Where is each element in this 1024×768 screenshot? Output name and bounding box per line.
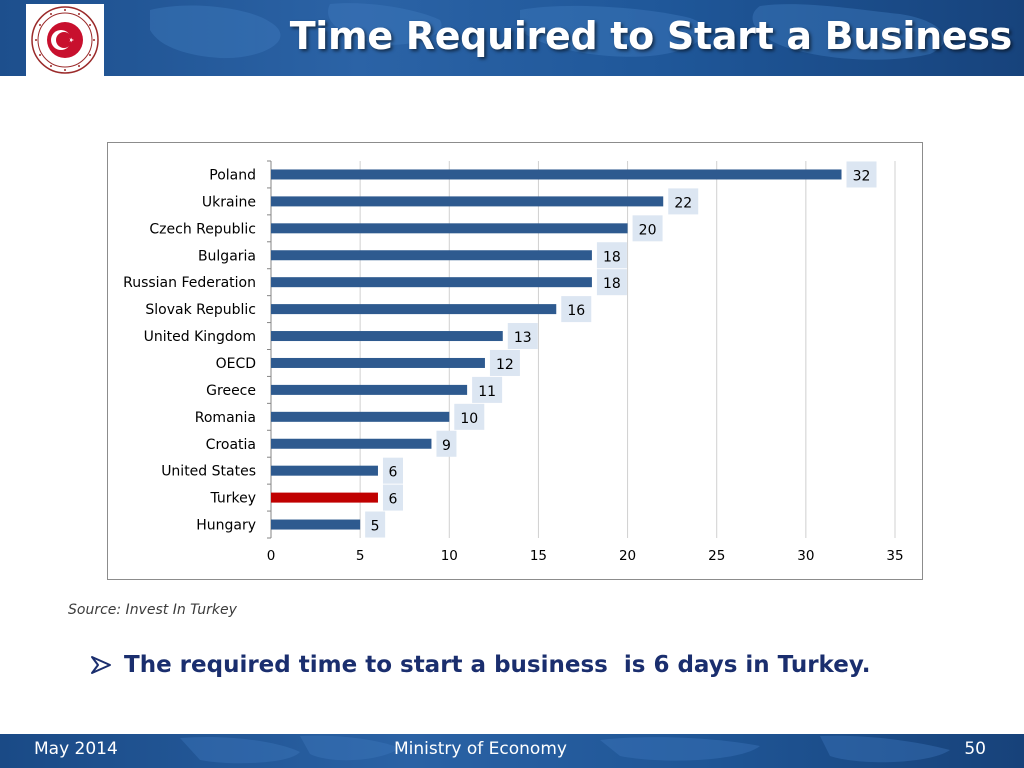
- footer-date: May 2014: [34, 739, 118, 759]
- value-label-box: [365, 511, 386, 538]
- ministry-seal-icon: [31, 6, 99, 74]
- value-label: 22: [674, 195, 692, 211]
- category-label: Croatia: [206, 437, 256, 453]
- bar: [271, 465, 378, 476]
- category-label: United Kingdom: [144, 329, 256, 345]
- value-label-box: [846, 161, 877, 188]
- category-label: Russian Federation: [123, 275, 256, 291]
- value-label: 12: [496, 357, 514, 373]
- value-label: 18: [603, 249, 621, 265]
- x-tick-label: 15: [530, 548, 547, 564]
- category-label: Bulgaria: [198, 248, 256, 264]
- bar-chart: 0 5 10 15 20 25 30 35 Poland 32 Ukraine 22 Czech Rep…: [107, 142, 923, 580]
- footer-bar: May 2014 Ministry of Economy 50: [0, 734, 1024, 768]
- chart-canvas: 0 5 10 15 20 25 30 35 Poland 32 Ukraine 22 Czech Rep…: [123, 160, 904, 564]
- category-label: Czech Republic: [149, 221, 256, 237]
- value-label: 13: [514, 330, 532, 346]
- bar: [271, 519, 361, 530]
- bar: [271, 357, 485, 368]
- value-label-box: [507, 323, 538, 350]
- category-label: Turkey: [209, 491, 256, 507]
- value-label-box: [382, 457, 403, 484]
- value-label-box: [632, 215, 663, 242]
- bar: [271, 223, 628, 234]
- value-label-box: [489, 349, 520, 376]
- title-bar: Time Required to Start a Business: [0, 0, 1024, 76]
- value-label: 11: [478, 384, 496, 400]
- bar: [271, 331, 503, 342]
- key-statement: The required time to start a business is…: [90, 652, 870, 678]
- value-label: 20: [639, 222, 657, 238]
- source-note: Source: Invest In Turkey: [68, 602, 237, 618]
- value-label: 6: [389, 492, 398, 508]
- arrow-bullet-icon: [91, 656, 111, 674]
- footer-organization: Ministry of Economy: [394, 739, 567, 759]
- value-label-box: [382, 484, 403, 511]
- value-label: 6: [389, 465, 398, 481]
- value-label: 9: [442, 438, 451, 454]
- value-label: 5: [371, 519, 380, 535]
- value-label-box: [596, 242, 627, 269]
- category-label: Ukraine: [202, 194, 256, 210]
- bar: [271, 250, 592, 261]
- bar: [271, 196, 664, 207]
- category-label: Greece: [206, 383, 256, 399]
- bar: [271, 438, 432, 449]
- x-tick-label: 30: [797, 548, 814, 564]
- bar: [271, 411, 450, 422]
- value-label-box: [454, 403, 485, 430]
- value-label: 32: [853, 168, 871, 184]
- category-label: Poland: [209, 167, 256, 183]
- world-map-background: [150, 3, 945, 60]
- value-label: 10: [460, 411, 478, 427]
- bar: [271, 384, 468, 395]
- category-label: Slovak Republic: [145, 302, 256, 318]
- x-tick-label: 5: [356, 548, 365, 564]
- value-label: 18: [603, 276, 621, 292]
- statement-text: The required time to start a business is…: [124, 652, 871, 678]
- bar: [271, 169, 842, 180]
- world-map-background: [180, 735, 950, 764]
- value-label-box: [472, 376, 503, 403]
- category-label: United States: [161, 464, 256, 480]
- x-tick-label: 25: [708, 548, 725, 564]
- x-tick-label: 20: [619, 548, 636, 564]
- category-label: OECD: [216, 356, 256, 372]
- value-label-box: [561, 296, 592, 323]
- value-label: 16: [567, 303, 585, 319]
- bar: [271, 304, 557, 315]
- bar-highlighted: [271, 492, 378, 503]
- page-number: 50: [964, 739, 986, 759]
- value-label-box: [596, 269, 627, 296]
- logo: [26, 4, 104, 76]
- x-tick-label: 0: [267, 548, 276, 564]
- x-tick-label: 35: [886, 548, 903, 564]
- x-tick-label: 10: [441, 548, 458, 564]
- category-label: Romania: [195, 410, 256, 426]
- page-title: Time Required to Start a Business: [289, 14, 1013, 58]
- value-label-box: [436, 430, 457, 457]
- value-label-box: [668, 188, 699, 215]
- bar: [271, 277, 592, 288]
- category-label: Hungary: [196, 518, 256, 534]
